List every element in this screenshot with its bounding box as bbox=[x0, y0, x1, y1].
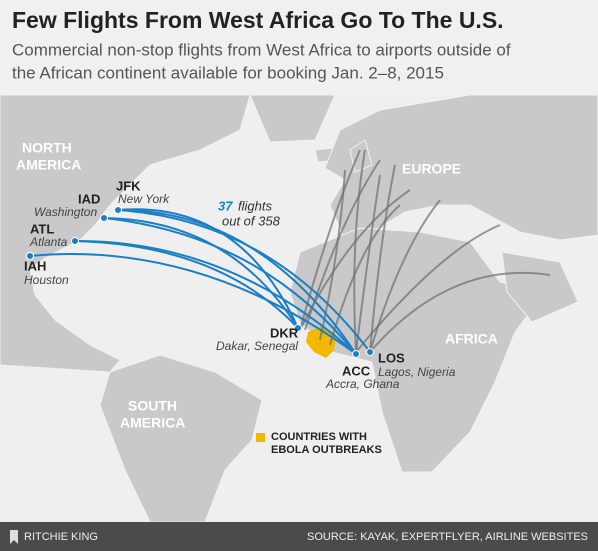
region-label: AMERICA bbox=[120, 415, 185, 431]
airport-code: ACC bbox=[342, 363, 371, 378]
legend-label: EBOLA OUTBREAKS bbox=[271, 444, 382, 456]
route bbox=[103, 217, 357, 355]
map: NORTH AMERICA EUROPE AFRICA SOUTH AMERIC… bbox=[0, 94, 598, 523]
us-routes bbox=[29, 208, 371, 355]
region-label: NORTH bbox=[22, 140, 72, 156]
footer-bar bbox=[0, 522, 598, 551]
airport-city: Atlanta bbox=[29, 235, 68, 249]
annotation: out of 358 bbox=[222, 213, 281, 228]
airport-city: Accra, Ghana bbox=[325, 377, 400, 391]
logo bbox=[10, 530, 18, 544]
airport-code: JFK bbox=[116, 178, 141, 193]
route bbox=[369, 199, 441, 353]
airport-city: New York bbox=[118, 192, 170, 206]
north-america bbox=[0, 94, 251, 373]
region-label: AMERICA bbox=[16, 157, 81, 173]
airport-dot bbox=[294, 324, 302, 332]
route bbox=[355, 224, 501, 353]
airport-code: LOS bbox=[378, 350, 405, 365]
route bbox=[74, 240, 299, 329]
route bbox=[369, 271, 551, 353]
source: SOURCE: KAYAK, EXPERTFLYER, AIRLINE WEBS… bbox=[307, 531, 588, 543]
region-label: SOUTH bbox=[128, 398, 177, 414]
route bbox=[369, 164, 396, 353]
airport-code: DKR bbox=[270, 325, 299, 340]
title: Few Flights From West Africa Go To The U… bbox=[12, 7, 504, 33]
greenland bbox=[249, 94, 336, 143]
region-label: AFRICA bbox=[445, 331, 498, 347]
airport-city: Dakar, Senegal bbox=[216, 339, 298, 353]
author: RITCHIE KING bbox=[24, 531, 98, 543]
airport-dot bbox=[366, 348, 374, 356]
route bbox=[29, 253, 357, 355]
airport-dot bbox=[26, 252, 34, 260]
airport-dots bbox=[26, 206, 374, 358]
subtitle: the African continent available for book… bbox=[12, 63, 444, 82]
subtitle: Commercial non-stop flights from West Af… bbox=[12, 40, 511, 59]
annotation: flights bbox=[238, 198, 272, 213]
airport-code: IAD bbox=[78, 191, 100, 206]
airport-city: Lagos, Nigeria bbox=[378, 365, 456, 379]
south-america bbox=[99, 354, 263, 523]
airport-city: Washington bbox=[34, 205, 97, 219]
airport-code: IAH bbox=[24, 258, 46, 273]
route bbox=[117, 209, 371, 353]
legend-swatch bbox=[256, 433, 265, 442]
route bbox=[355, 174, 381, 353]
airport-dot bbox=[100, 214, 108, 222]
legend-label: COUNTRIES WITH bbox=[271, 431, 367, 443]
airport-dot bbox=[352, 350, 360, 358]
annotation-highlight: 37 bbox=[218, 198, 233, 213]
airport-city: Houston bbox=[24, 273, 69, 287]
region-label: EUROPE bbox=[402, 161, 461, 177]
airport-dot bbox=[114, 206, 122, 214]
route bbox=[329, 204, 401, 346]
route bbox=[353, 149, 366, 353]
airport-dot bbox=[71, 237, 79, 245]
arabia bbox=[501, 251, 579, 323]
airport-code: ATL bbox=[30, 221, 54, 236]
